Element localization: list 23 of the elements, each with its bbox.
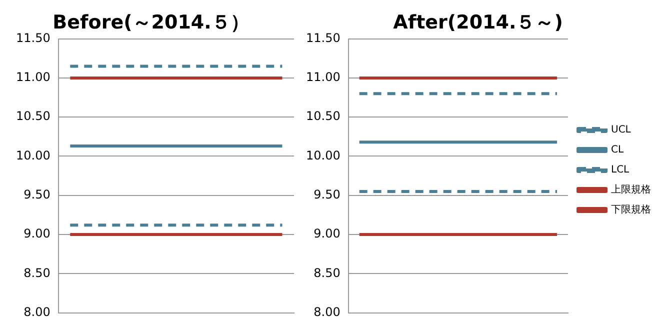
legend-label: CL bbox=[611, 144, 624, 156]
y-tick-label: 9.00 bbox=[314, 226, 340, 241]
y-tick-label: 8.00 bbox=[314, 304, 340, 319]
chart-title: After(2014.５～) bbox=[393, 11, 563, 34]
y-tick-label: 10.50 bbox=[306, 109, 340, 124]
y-tick-label: 10.00 bbox=[16, 148, 50, 162]
chart-title: Before(～2014.５） bbox=[52, 11, 250, 34]
y-tick-label: 11.00 bbox=[16, 70, 50, 84]
legend-label: 上限規格 bbox=[611, 184, 651, 196]
y-tick-label: 9.50 bbox=[24, 187, 50, 202]
legend-label: LCL bbox=[611, 164, 630, 176]
y-tick-label: 10.50 bbox=[16, 109, 50, 124]
y-tick-label: 8.50 bbox=[24, 266, 50, 280]
y-tick-label: 11.50 bbox=[16, 30, 50, 45]
y-tick-label: 9.00 bbox=[24, 226, 50, 241]
legend-label: 下限規格 bbox=[611, 204, 651, 216]
y-tick-label: 10.00 bbox=[306, 148, 340, 162]
y-tick-label: 8.00 bbox=[24, 304, 50, 319]
y-tick-label: 11.00 bbox=[306, 70, 340, 84]
y-tick-label: 11.50 bbox=[306, 30, 340, 45]
y-tick-label: 8.50 bbox=[314, 266, 340, 280]
y-tick-label: 9.50 bbox=[314, 187, 340, 202]
legend-label: UCL bbox=[611, 124, 632, 136]
